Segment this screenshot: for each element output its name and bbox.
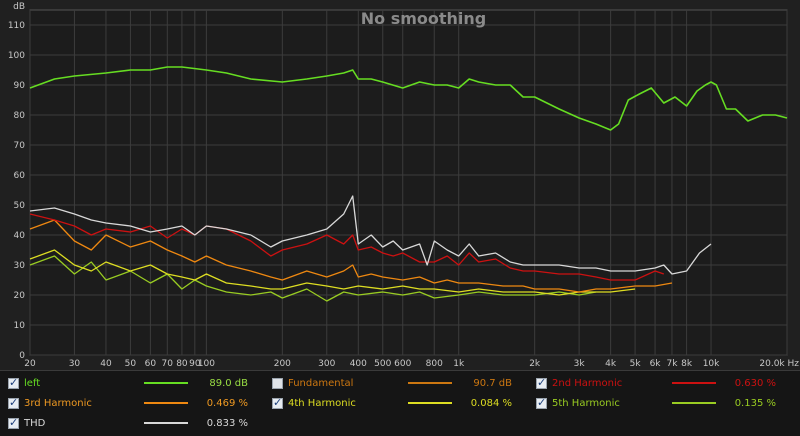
- legend-label: 4th Harmonic: [288, 397, 356, 409]
- x-tick-label: 70: [162, 359, 174, 369]
- legend-value: 0.469 %: [206, 397, 248, 409]
- x-tick-label: 10k: [703, 359, 720, 369]
- checkbox-fundamental[interactable]: [272, 377, 283, 389]
- chart-title: No smoothing: [361, 9, 487, 28]
- x-tick-label: 8k: [681, 359, 693, 369]
- y-tick-label: 100: [8, 51, 25, 61]
- x-tick-label: 5k: [630, 359, 642, 369]
- y-tick-label: 70: [14, 141, 26, 151]
- y-tick-label: 90: [14, 81, 26, 91]
- series-line-left: [29, 66, 788, 131]
- y-tick-label: 10: [14, 321, 26, 331]
- x-tick-label: 4k: [605, 359, 617, 369]
- legend-value: 0.084 %: [470, 397, 512, 409]
- x-tick-label: 30: [69, 359, 81, 369]
- legend-swatch: [144, 402, 188, 404]
- y-tick-label: 50: [14, 201, 26, 211]
- legend-label: 5th Harmonic: [552, 397, 620, 409]
- y-tick-label: 110: [8, 21, 25, 31]
- y-tick-label: 20: [14, 291, 26, 301]
- legend-value: 89.0 dB: [209, 377, 248, 389]
- legend-value: 0.135 %: [734, 397, 776, 409]
- x-tick-label: 40: [100, 359, 112, 369]
- series-line-3rd-harmonic: [29, 219, 673, 293]
- checkbox-thd[interactable]: [8, 416, 19, 429]
- x-tick-label: 300: [318, 359, 335, 369]
- legend-label: 3rd Harmonic: [24, 397, 92, 409]
- x-tick-label: 200: [274, 359, 291, 369]
- x-tick-label: 60: [145, 359, 157, 369]
- legend-value: 90.7 dB: [473, 377, 512, 389]
- x-tick-label: 7k: [666, 359, 678, 369]
- x-tick-label: 600: [394, 359, 411, 369]
- x-tick-label: 50: [125, 359, 137, 369]
- y-tick-label: 40: [14, 231, 26, 241]
- y-axis-label: dB: [13, 2, 25, 12]
- checkbox-5th-harmonic[interactable]: [536, 396, 547, 409]
- legend-item-fundamental[interactable]: Fundamental 90.7 dB: [272, 373, 512, 393]
- legend-swatch: [144, 382, 188, 384]
- checkbox-3rd-harmonic[interactable]: [8, 396, 19, 409]
- x-tick-label: 500: [374, 359, 391, 369]
- x-tick-label: 80: [176, 359, 188, 369]
- chart-area: 0 10 20 30 40 50 60 70 80 90 100 110 dB 20 30 40 50 60 70 8…: [7, 2, 800, 369]
- y-tick-label: 0: [19, 351, 25, 361]
- legend-item-5th-harmonic[interactable]: 5th Harmonic 0.135 %: [536, 393, 776, 413]
- x-tick-label: 3k: [574, 359, 586, 369]
- legend-value: 0.630 %: [734, 377, 776, 389]
- legend-swatch: [672, 402, 716, 404]
- legend-swatch: [408, 382, 452, 384]
- x-tick-label: 6k: [650, 359, 662, 369]
- x-tick-label: 20.0k Hz: [759, 359, 799, 369]
- series-line-2nd-harmonic: [29, 213, 665, 281]
- x-tick-label: 20: [24, 359, 36, 369]
- x-tick-label: 400: [350, 359, 367, 369]
- legend-swatch: [144, 422, 188, 424]
- plot-background: [29, 9, 788, 356]
- legend-item-thd[interactable]: THD 0.833 %: [8, 413, 248, 433]
- checkbox-2nd-harmonic[interactable]: [536, 376, 547, 389]
- series-line-thd: [29, 195, 712, 275]
- checkbox-4th-harmonic[interactable]: [272, 396, 283, 409]
- x-tick-label: 800: [426, 359, 443, 369]
- legend-swatch: [672, 382, 716, 384]
- legend-label: THD: [24, 417, 46, 429]
- x-tick-label: 90: [189, 359, 201, 369]
- legend-item-4th-harmonic[interactable]: 4th Harmonic 0.084 %: [272, 393, 512, 413]
- legend-item-3rd-harmonic[interactable]: 3rd Harmonic 0.469 %: [8, 393, 248, 413]
- legend-label: 2nd Harmonic: [552, 377, 623, 389]
- checkbox-left[interactable]: [8, 376, 19, 389]
- legend-value: 0.833 %: [206, 417, 248, 429]
- x-tick-label: 100: [198, 359, 215, 369]
- y-tick-label: 60: [14, 171, 26, 181]
- x-tick-label: 1k: [453, 359, 465, 369]
- legend-label: Fundamental: [288, 377, 354, 389]
- legend-label: left: [24, 377, 41, 389]
- legend-swatch: [408, 402, 452, 404]
- y-tick-label: 30: [14, 261, 26, 271]
- x-tick-label: 2k: [529, 359, 541, 369]
- legend-item-2nd-harmonic[interactable]: 2nd Harmonic 0.630 %: [536, 373, 776, 393]
- legend-item-left[interactable]: left 89.0 dB: [8, 373, 248, 393]
- y-tick-label: 80: [14, 111, 26, 121]
- legend-panel: left 89.0 dB Fundamental 90.7 dB 2nd Har…: [0, 370, 800, 436]
- series-line-4th-harmonic: [29, 249, 636, 296]
